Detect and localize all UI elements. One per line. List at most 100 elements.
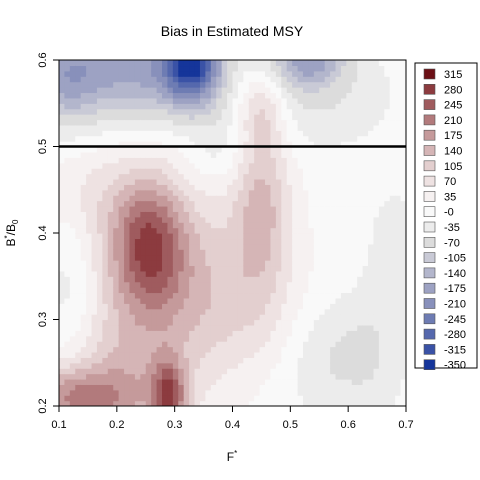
heatmap-cell <box>275 276 282 283</box>
heatmap-cell <box>64 281 71 288</box>
heatmap-cell <box>378 308 385 315</box>
heatmap-cell <box>237 70 244 77</box>
heatmap-cell <box>124 400 131 406</box>
heatmap-cell <box>297 151 304 158</box>
heatmap-cell <box>134 260 141 267</box>
heatmap-cell <box>275 135 282 142</box>
heatmap-cell <box>91 270 98 277</box>
heatmap-cell <box>324 368 331 375</box>
heatmap-cell <box>172 400 179 406</box>
heatmap-cell <box>86 265 93 272</box>
heatmap-cell <box>389 357 396 364</box>
heatmap-cell <box>64 287 71 294</box>
heatmap-cell <box>69 335 76 342</box>
legend-label: -35 <box>444 222 460 234</box>
heatmap-cell <box>59 157 66 164</box>
heatmap-cell <box>281 205 288 212</box>
heatmap-cell <box>156 65 163 72</box>
heatmap-cell <box>124 200 131 207</box>
heatmap-cell <box>330 119 337 126</box>
heatmap-cell <box>275 330 282 337</box>
heatmap-cell <box>59 87 66 94</box>
heatmap-cell <box>183 243 190 250</box>
heatmap-cell <box>319 341 326 348</box>
heatmap-cell <box>400 146 406 153</box>
heatmap-cell <box>118 243 125 250</box>
heatmap-cell <box>69 368 76 375</box>
heatmap-cell <box>335 324 342 331</box>
heatmap-cell <box>172 92 179 99</box>
heatmap-cell <box>102 114 109 121</box>
heatmap-cell <box>270 368 277 375</box>
heatmap-cell <box>237 157 244 164</box>
heatmap-cell <box>232 233 239 240</box>
heatmap-cell <box>373 270 380 277</box>
heatmap-cell <box>86 146 93 153</box>
heatmap-cell <box>384 92 391 99</box>
heatmap-cell <box>102 211 109 218</box>
heatmap-cell <box>205 178 212 185</box>
heatmap-cell <box>129 400 136 406</box>
heatmap-cell <box>118 276 125 283</box>
heatmap-cell <box>107 395 114 402</box>
heatmap-cell <box>118 146 125 153</box>
heatmap-cell <box>199 395 206 402</box>
heatmap-cell <box>69 135 76 142</box>
heatmap-cell <box>232 97 239 104</box>
heatmap-cell <box>75 346 82 353</box>
heatmap-cell <box>275 146 282 153</box>
heatmap-cell <box>248 76 255 83</box>
heatmap-cell <box>395 341 402 348</box>
legend-label: 175 <box>444 130 462 142</box>
heatmap-cell <box>145 357 152 364</box>
heatmap-cell <box>400 324 406 331</box>
heatmap-cell <box>313 335 320 342</box>
heatmap-cell <box>59 173 66 180</box>
heatmap-cell <box>378 276 385 283</box>
heatmap-cell <box>368 70 375 77</box>
heatmap-cell <box>151 195 158 202</box>
heatmap-cell <box>313 357 320 364</box>
heatmap-cell <box>80 205 87 212</box>
heatmap-cell <box>270 346 277 353</box>
heatmap-cell <box>86 287 93 294</box>
heatmap-cell <box>210 130 217 137</box>
heatmap-cell <box>199 260 206 267</box>
heatmap-cell <box>281 351 288 358</box>
heatmap-cell <box>373 281 380 288</box>
heatmap-cell <box>237 351 244 358</box>
heatmap-cell <box>270 281 277 288</box>
heatmap-cell <box>102 81 109 88</box>
heatmap-cell <box>162 103 169 110</box>
heatmap-cell <box>319 233 326 240</box>
heatmap-cell <box>140 281 147 288</box>
heatmap-cell <box>102 205 109 212</box>
heatmap-cell <box>178 141 185 148</box>
heatmap-cell <box>384 265 391 272</box>
heatmap-cell <box>292 76 299 83</box>
heatmap-cell <box>335 173 342 180</box>
heatmap-cell <box>378 357 385 364</box>
heatmap-cell <box>368 287 375 294</box>
heatmap-cell <box>199 276 206 283</box>
heatmap-cell <box>384 97 391 104</box>
heatmap-cell <box>124 189 131 196</box>
heatmap-cell <box>265 281 272 288</box>
heatmap-cell <box>183 330 190 337</box>
heatmap-cell <box>59 70 66 77</box>
heatmap-cell <box>286 357 293 364</box>
heatmap-cell <box>319 395 326 402</box>
heatmap-cell <box>308 97 315 104</box>
heatmap-cell <box>162 189 169 196</box>
heatmap-cell <box>248 173 255 180</box>
heatmap-cell <box>178 254 185 261</box>
heatmap-cell <box>221 314 228 321</box>
heatmap-cell <box>275 314 282 321</box>
heatmap-cell <box>118 384 125 391</box>
x-tick-label: 0.3 <box>167 419 182 431</box>
heatmap-cell <box>254 205 261 212</box>
heatmap-cell <box>205 135 212 142</box>
heatmap-cell <box>281 281 288 288</box>
heatmap-cell <box>59 92 66 99</box>
heatmap-cell <box>134 119 141 126</box>
